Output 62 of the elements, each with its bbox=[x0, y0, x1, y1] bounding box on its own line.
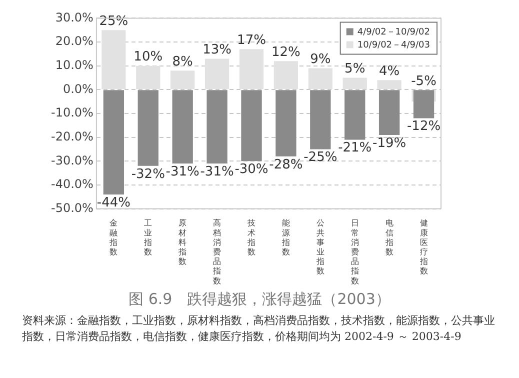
bar bbox=[102, 30, 126, 90]
y-tick-label: -10.0% bbox=[51, 106, 94, 120]
data-label: 8% bbox=[172, 54, 193, 70]
bar bbox=[204, 58, 230, 90]
legend-label: 4/9/02－10/9/02 bbox=[357, 28, 430, 38]
x-tick-label: 原材料指数 bbox=[178, 218, 187, 266]
bar bbox=[413, 90, 434, 118]
y-tick-label: 0.0% bbox=[62, 82, 94, 96]
y-tick-label: 30.0% bbox=[55, 10, 94, 24]
data-label: -31% bbox=[200, 164, 234, 180]
x-tick-label: 电信指数 bbox=[384, 218, 394, 256]
bar bbox=[136, 66, 160, 90]
x-tick-label: 技术指数 bbox=[246, 218, 256, 256]
data-label: 13% bbox=[202, 42, 232, 58]
x-tick-label: 工业指数 bbox=[143, 218, 152, 256]
y-tick-label: -20.0% bbox=[51, 129, 94, 144]
data-label: 17% bbox=[237, 33, 266, 48]
bar bbox=[378, 90, 400, 135]
bar bbox=[342, 78, 367, 90]
y-tick-label: 10.0% bbox=[55, 58, 94, 72]
bar bbox=[344, 90, 366, 140]
x-tick-label: 公共事业指数 bbox=[315, 218, 324, 276]
data-label: -21% bbox=[338, 140, 372, 156]
y-tick-label: -30.0% bbox=[51, 153, 94, 168]
data-label: 9% bbox=[310, 52, 331, 68]
y-tick-label: -40.0% bbox=[51, 177, 94, 192]
bar bbox=[308, 68, 332, 90]
x-tick-label: 健康医疗指数 bbox=[418, 218, 428, 276]
bar bbox=[276, 90, 296, 156]
bar bbox=[103, 90, 124, 195]
text: 资料来源：金融指数，工业指数，原材料指数，高档消费品指数，技术指数，能源指数，公共事业指数，日常消费品指数，电信指数，健康医疗指数，价格期间均为 2002-4-9 ～ 2003-4-9 bbox=[21, 313, 496, 345]
bar bbox=[377, 80, 402, 90]
data-label: 10% bbox=[134, 50, 163, 65]
data-label: -12% bbox=[406, 119, 441, 134]
bar bbox=[172, 90, 193, 164]
bar bbox=[206, 90, 228, 164]
y-tick-label: -50.0% bbox=[51, 200, 94, 215]
data-label: -30% bbox=[234, 162, 268, 178]
data-label: -25% bbox=[304, 150, 338, 166]
bar bbox=[274, 61, 298, 90]
bar bbox=[310, 90, 331, 150]
data-label: -19% bbox=[372, 136, 406, 151]
x-tick-label: 高档消费品指数 bbox=[212, 218, 222, 286]
y-tick-label: 20.0% bbox=[55, 34, 94, 48]
x-tick-label: 能源指数 bbox=[280, 218, 290, 256]
data-label: -32% bbox=[131, 166, 165, 182]
data-label: -5% bbox=[411, 74, 436, 90]
bar bbox=[239, 49, 264, 90]
bar bbox=[241, 90, 262, 162]
text: 图 6.9 跌得越狠，涨得越猛（2003） bbox=[128, 290, 392, 309]
data-label: 4% bbox=[379, 64, 400, 80]
data-label: -28% bbox=[269, 157, 303, 172]
data-label: -44% bbox=[96, 195, 130, 210]
bar bbox=[170, 70, 195, 90]
data-label: 5% bbox=[344, 62, 366, 77]
bar bbox=[138, 90, 158, 166]
data-label: 12% bbox=[272, 44, 300, 60]
x-tick-label: 金融指数 bbox=[108, 218, 118, 256]
data-label: 25% bbox=[99, 14, 128, 29]
data-label: -31% bbox=[166, 164, 200, 180]
x-tick-label: 日常消费品指数 bbox=[350, 218, 359, 286]
legend-label: 10/9/02－4/9/03 bbox=[357, 40, 430, 51]
